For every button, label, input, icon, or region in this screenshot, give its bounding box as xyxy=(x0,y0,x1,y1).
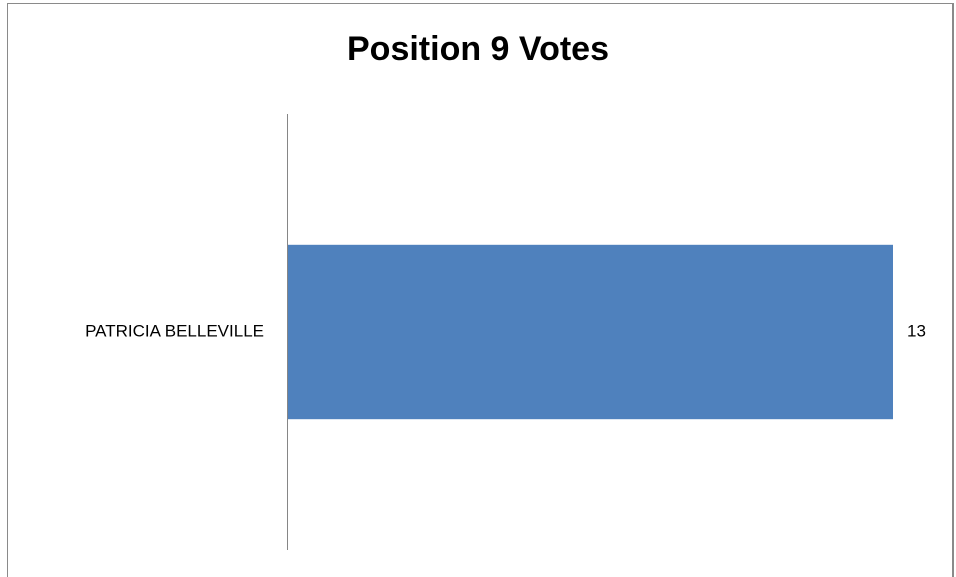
bar-0 xyxy=(288,244,893,420)
labels-layer: PATRICIA BELLEVILLE 13 xyxy=(85,321,926,340)
category-label-0: PATRICIA BELLEVILLE xyxy=(85,321,264,340)
data-label-0: 13 xyxy=(907,321,926,340)
bars-layer xyxy=(288,244,893,420)
chart-title: Position 9 Votes xyxy=(347,30,609,68)
